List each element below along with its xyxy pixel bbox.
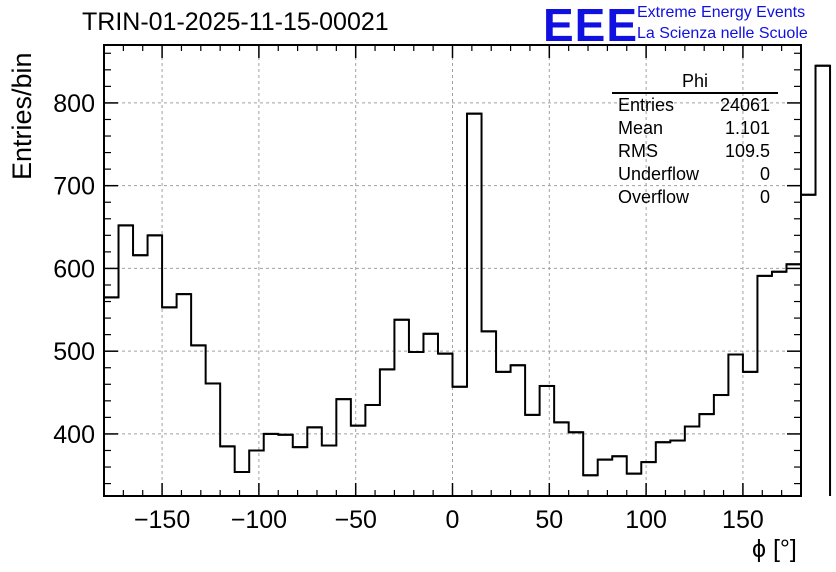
stats-value: 0 [759, 187, 770, 207]
stats-box: Phi Entries 24061 Mean 1.101 RMS 109.5 U… [612, 70, 778, 209]
y-tick-label: 700 [53, 173, 95, 201]
stats-label: RMS [618, 141, 658, 161]
tick-labels: −150 −100 −50 0 50 100 150 400 500 600 700 800 [53, 90, 763, 534]
chart-title: TRIN-01-2025-11-15-00021 [82, 8, 389, 36]
stats-row-mean: Mean 1.101 [612, 117, 778, 140]
stats-value: 109.5 [724, 141, 770, 161]
x-axis-label: ϕ [°] [752, 535, 797, 563]
eee-logo-mark: EEE [543, 0, 639, 51]
x-tick-label: 150 [722, 506, 764, 534]
stats-label: Mean [618, 118, 664, 138]
stats-row-entries: Entries 24061 [612, 94, 778, 117]
stats-value: 24061 [719, 95, 770, 115]
x-tick-label: −150 [134, 506, 190, 534]
y-tick-label: 800 [53, 90, 95, 118]
x-tick-label: 0 [446, 506, 460, 534]
logo-line-1: Extreme Energy Events [637, 4, 806, 21]
stats-label: Entries [618, 95, 675, 115]
axis-ticks [103, 45, 802, 496]
stats-label: Underflow [618, 164, 700, 184]
stats-label: Overflow [618, 187, 690, 207]
stats-value: 1.101 [724, 118, 770, 138]
y-axis-label: Entries/bin [7, 52, 37, 180]
y-tick-label: 600 [53, 255, 95, 283]
histogram-outline [103, 64, 832, 496]
stats-title: Phi [612, 70, 778, 94]
y-tick-label: 400 [53, 421, 95, 449]
stats-row-underflow: Underflow 0 [612, 163, 778, 186]
stats-row-overflow: Overflow 0 [612, 186, 778, 209]
histogram-series [103, 64, 832, 496]
y-tick-label: 500 [53, 338, 95, 366]
x-tick-label: 50 [535, 506, 563, 534]
logo-line-2: La Scienza nelle Scuole [637, 25, 808, 42]
stats-value: 0 [759, 164, 770, 184]
x-tick-label: 100 [625, 506, 667, 534]
x-tick-label: −50 [334, 506, 376, 534]
stats-row-rms: RMS 109.5 [612, 140, 778, 163]
x-tick-label: −100 [231, 506, 287, 534]
